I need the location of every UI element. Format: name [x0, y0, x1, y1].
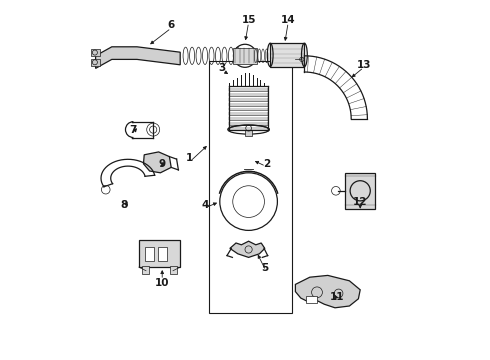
Text: 3: 3 — [218, 63, 225, 73]
Text: 14: 14 — [281, 15, 295, 25]
Bar — [270, 43, 304, 67]
Bar — [306, 296, 317, 303]
Bar — [229, 88, 269, 91]
Text: 10: 10 — [155, 278, 170, 288]
Text: 15: 15 — [242, 15, 256, 25]
Text: 2: 2 — [263, 159, 270, 169]
Bar — [91, 49, 100, 56]
Bar — [245, 130, 252, 136]
Text: 13: 13 — [357, 60, 371, 70]
Text: 5: 5 — [261, 263, 269, 273]
Bar — [229, 127, 269, 130]
Bar — [158, 247, 167, 261]
Bar — [345, 173, 375, 209]
Text: 7: 7 — [130, 125, 137, 135]
Text: 12: 12 — [353, 197, 368, 207]
Polygon shape — [144, 152, 171, 173]
Bar — [91, 59, 100, 66]
Bar — [139, 240, 180, 267]
Text: 9: 9 — [159, 159, 166, 169]
Bar — [229, 98, 269, 101]
Bar — [229, 103, 269, 105]
Bar — [170, 266, 176, 274]
Bar — [229, 112, 269, 115]
Bar — [209, 61, 292, 313]
Bar — [145, 247, 154, 261]
Bar — [233, 48, 257, 64]
Text: 11: 11 — [330, 292, 344, 302]
Bar — [229, 122, 269, 125]
Bar — [229, 93, 269, 96]
Text: 1: 1 — [186, 153, 193, 163]
Bar — [229, 108, 269, 111]
Text: 4: 4 — [202, 200, 209, 210]
Bar — [143, 266, 149, 274]
Polygon shape — [230, 241, 265, 257]
Text: 6: 6 — [168, 20, 175, 30]
Bar — [229, 117, 269, 120]
Polygon shape — [96, 47, 180, 68]
Text: 8: 8 — [121, 200, 128, 210]
Polygon shape — [295, 275, 360, 308]
